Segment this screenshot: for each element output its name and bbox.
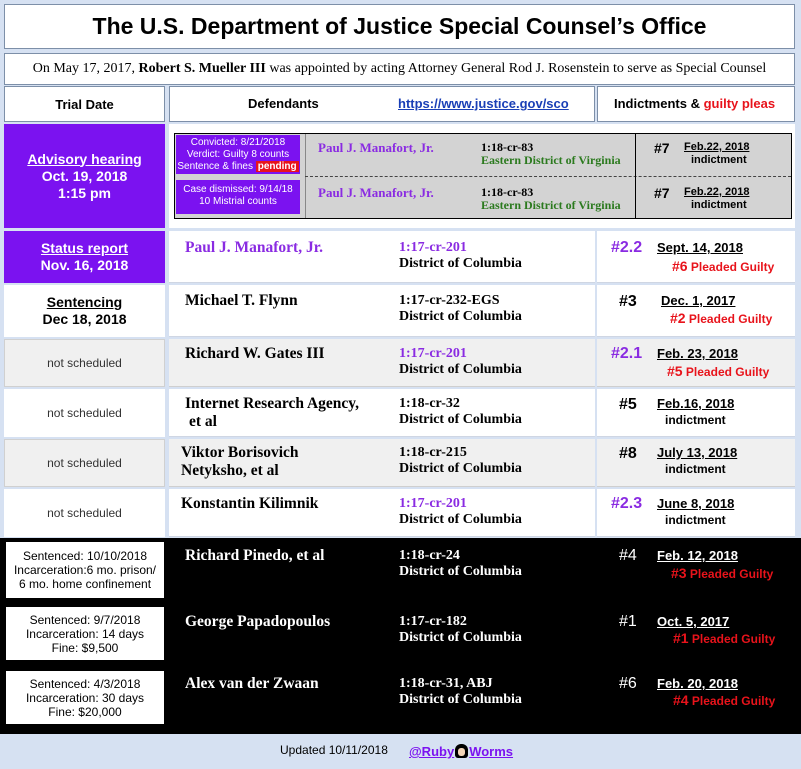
trial-cell-sentencing: Sentencing Dec 18, 2018 [4,285,165,337]
district: District of Columbia [399,256,522,271]
table-row: Michael T. Flynn 1:17-cr-232-EGS Distric… [169,285,595,337]
table-row: Paul J. Manafort, Jr. 1:17-cr-201 Distri… [169,231,595,283]
footer: Updated 10/11/2018 @Ruby Worms [4,736,795,765]
indictment-status: indictment [691,199,747,211]
defendant-name: Konstantin Kilimnik [181,495,319,512]
defendant-name: Alex van der Zwaan [185,675,319,692]
district: District of Columbia [399,630,522,645]
defendant-name-cont: Netyksho, et al [181,462,279,479]
indictment-date: Feb.22, 2018 [684,186,750,198]
trial-cell: not scheduled [4,339,165,387]
case-number: 1:18-cr-32 [399,396,460,411]
table-row: Internet Research Agency, et al 1:18-cr-… [169,389,595,437]
defendant-name: Richard W. Gates III [185,345,325,362]
case-number: 1:17-cr-201 [399,346,467,361]
district: District of Columbia [399,564,522,579]
indictment-cell: #2.1 Feb. 23, 2018 #5 Pleaded Guilty [597,339,795,387]
updated-label: Updated 10/11/2018 [280,743,388,757]
case-number: 1:17-cr-201 [399,496,467,511]
sentence-box: Sentenced: 4/3/2018 Incarceration: 30 day… [5,670,165,725]
pending-badge: pending [255,161,299,172]
table-row: Richard W. Gates III 1:17-cr-201 Distric… [169,339,595,387]
district: Eastern District of Virginia [481,198,621,212]
conviction-box: Convicted: 8/21/2018 Verdict: Guilty 8 c… [176,135,300,174]
trial-date-header: Trial Date [4,86,165,122]
district: District of Columbia [399,692,522,707]
defendant-name: Viktor Borisovich [181,444,299,461]
case-number: 1:18-cr-83 [481,185,534,199]
defendant-name: Internet Research Agency, [185,395,360,412]
trial-cell: not scheduled [4,489,165,537]
indictment-cell: #2.3 June 8, 2018 indictment [597,489,795,537]
district: District of Columbia [399,461,522,476]
indictment-number: #7 [654,185,670,201]
manafort-va-row: Convicted: 8/21/2018 Verdict: Guilty 8 c… [169,124,795,228]
defendants-header: Defendants https://www.justice.gov/sco [169,86,595,122]
defendant-name: Paul J. Manafort, Jr. [318,140,434,155]
sentence-box: Sentenced: 9/7/2018 Incarceration: 14 day… [5,606,165,661]
trial-cell-status-report: Status report Nov. 16, 2018 [4,231,165,283]
indictment-status: indictment [691,154,747,166]
district: District of Columbia [399,362,522,377]
trial-cell-advisory: Advisory hearing Oct. 19, 2018 1:15 pm [4,124,165,228]
district: District of Columbia [399,412,522,427]
defendant-name-cont: et al [189,413,217,430]
case-number: 1:18-cr-24 [399,548,460,563]
table-row: Viktor Borisovich Netyksho, et al 1:18-c… [169,439,595,487]
indictment-cell: #8 July 13, 2018 indictment [597,439,795,487]
district: Eastern District of Virginia [481,153,621,167]
twitter-handle[interactable]: @Ruby Worms [409,744,514,759]
case-number: 1:18-cr-215 [399,445,467,460]
case-number: 1:17-cr-201 [399,240,467,255]
district: District of Columbia [399,512,522,527]
indictment-number: #7 [654,140,670,156]
trial-cell: not scheduled [4,389,165,437]
trial-cell: not scheduled [4,439,165,487]
sentence-box: Sentenced: 10/10/2018 Incarceration:6 mo.… [5,541,165,599]
district: District of Columbia [399,309,522,324]
indictment-cell: #5 Feb.16, 2018 indictment [597,389,795,437]
defendant-name: George Papadopoulos [185,613,331,630]
sco-link[interactable]: https://www.justice.gov/sco [398,96,569,111]
case-number: 1:17-cr-182 [399,614,467,629]
indictment-cell: #2.2 Sept. 14, 2018 #6 Pleaded Guilty [597,231,795,283]
indictment-date: Feb.22, 2018 [684,141,750,153]
dismissed-box: Case dismissed: 9/14/18 10 Mistrial coun… [176,180,300,214]
defendant-name: Paul J. Manafort, Jr. [185,239,324,256]
intro-line: On May 17, 2017, Robert S. Mueller III w… [4,53,795,85]
indictments-header: Indictments & guilty pleas [597,86,795,122]
ruby-avatar-icon [455,744,469,758]
defendant-name: Richard Pinedo, et al [185,547,325,564]
defendant-name: Michael T. Flynn [185,292,298,309]
table-row: Konstantin Kilimnik 1:17-cr-201 District… [169,489,595,537]
case-number: 1:18-cr-83 [481,140,534,154]
case-number: 1:17-cr-232-EGS [399,293,500,308]
case-number: 1:18-cr-31, ABJ [399,676,493,691]
indictment-cell: #3 Dec. 1, 2017 #2 Pleaded Guilty [597,285,795,337]
defendant-name: Paul J. Manafort, Jr. [318,185,434,200]
page-title: The U.S. Department of Justice Special C… [4,4,795,49]
